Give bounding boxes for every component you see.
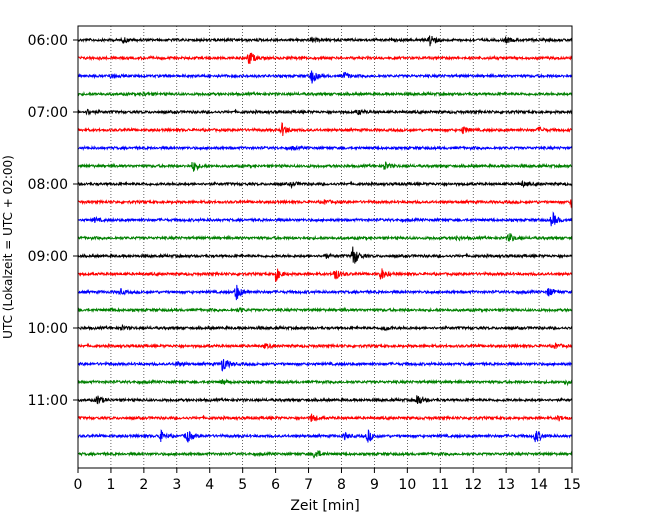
y-tick-label: 09:00 [28, 249, 68, 265]
x-tick-label: 12 [464, 477, 482, 493]
seismic-trace-line [77, 268, 573, 283]
x-tick-label: 11 [431, 477, 449, 493]
x-tick-label: 15 [563, 477, 581, 493]
seismic-trace-line [77, 198, 573, 210]
x-tick-label: 10 [398, 477, 416, 493]
seismic-trace-line [77, 90, 573, 98]
y-tick-label: 08:00 [28, 177, 68, 193]
x-axis-ticks: 0 1 2 3 4 5 6 7 8 9 10 11 12 13 14 15 [74, 468, 581, 493]
seismic-trace-line [77, 122, 573, 137]
seismic-trace-line [77, 233, 573, 242]
seismic-trace-line [77, 70, 573, 84]
seismic-trace-line [77, 246, 573, 264]
seismic-trace-line [77, 284, 573, 301]
seismic-trace-line [77, 378, 573, 387]
seismic-trace-line [77, 429, 573, 443]
seismic-trace-line [77, 161, 573, 172]
x-axis-label: Zeit [min] [290, 498, 359, 514]
seismic-trace-line [77, 306, 573, 314]
x-tick-label: 14 [530, 477, 548, 493]
x-tick-label: 3 [172, 477, 181, 493]
seismic-trace-line [77, 413, 573, 423]
seismic-trace-line [77, 211, 573, 227]
seismic-trace-line [77, 108, 573, 116]
seismic-trace-line [77, 144, 573, 152]
seismic-trace-line [77, 323, 573, 332]
seismic-trace-line [77, 450, 573, 459]
y-tick-label: 07:00 [28, 105, 68, 121]
seismic-trace-line [77, 52, 573, 64]
x-tick-label: 0 [74, 477, 83, 493]
plot-area-frame [77, 25, 573, 469]
seismic-trace-line [77, 342, 573, 350]
seismic-traces [77, 35, 573, 459]
x-tick-label: 9 [370, 477, 379, 493]
x-tick-label: 8 [337, 477, 346, 493]
y-axis-ticks: 06:00 07:00 08:00 09:00 10:00 11:00 [28, 33, 78, 409]
x-tick-label: 2 [139, 477, 148, 493]
x-tick-label: 1 [106, 477, 115, 493]
seismic-trace-line [77, 359, 573, 372]
x-tick-label: 13 [497, 477, 515, 493]
seismic-trace-line [77, 179, 573, 190]
seismic-trace-line [77, 35, 573, 47]
y-axis-label: UTC (Lokalzeit = UTC + 02:00) [1, 155, 15, 339]
x-tick-label: 4 [205, 477, 214, 493]
x-tick-label: 6 [271, 477, 280, 493]
seismic-trace-line [77, 395, 573, 405]
y-tick-label: 11:00 [28, 393, 68, 409]
x-tick-label: 5 [238, 477, 247, 493]
y-tick-label: 06:00 [28, 33, 68, 49]
x-tick-label: 7 [304, 477, 313, 493]
y-tick-label: 10:00 [28, 321, 68, 337]
